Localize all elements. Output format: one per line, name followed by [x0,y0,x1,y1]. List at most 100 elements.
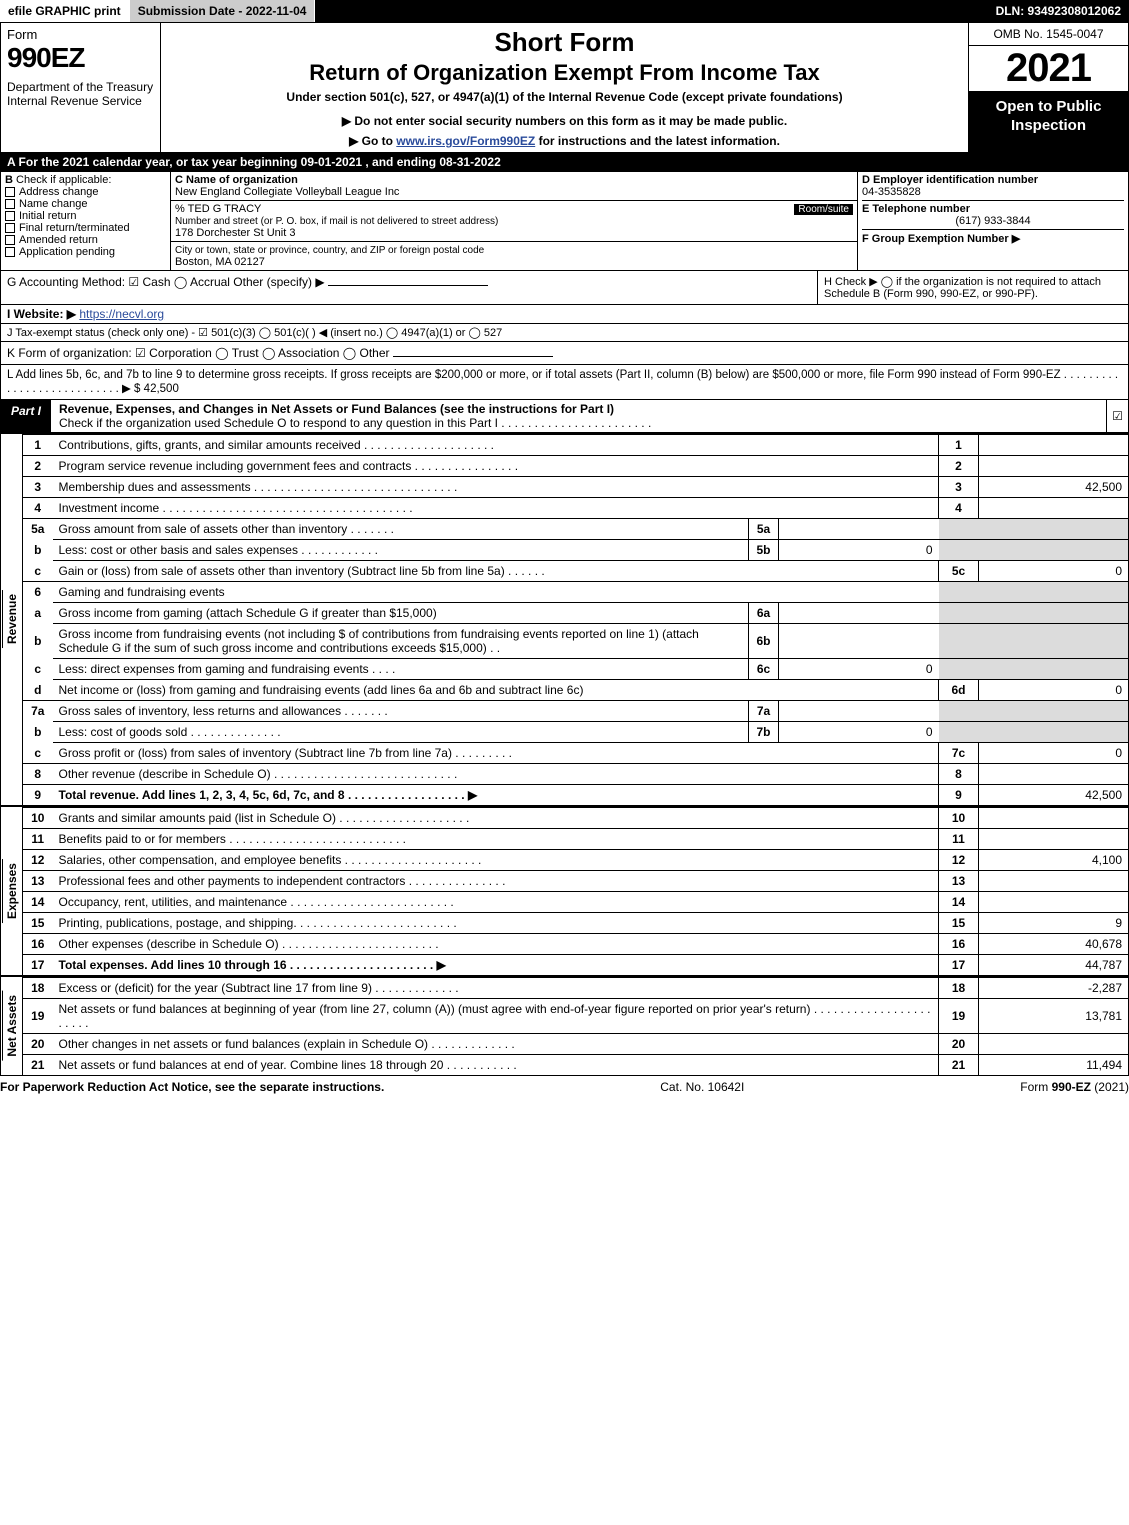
line-7c-code: 7c [939,743,979,764]
line-2-amt [979,456,1129,477]
row-i: I Website: ▶ https://necvl.org [0,305,1129,324]
line-18-amt: -2,287 [979,978,1129,999]
tel-value: (617) 933-3844 [862,215,1124,227]
line-1-num: 1 [23,435,53,456]
line-21-num: 21 [23,1055,53,1076]
b-label: B [5,174,13,186]
form-header: Form 990EZ Department of the Treasury In… [0,22,1129,153]
line-6-desc: Gaming and fundraising events [53,582,939,603]
checkbox-final-return[interactable] [5,223,15,233]
line-14-desc: Occupancy, rent, utilities, and maintena… [53,892,939,913]
line-12-amt: 4,100 [979,850,1129,871]
line-13-num: 13 [23,871,53,892]
footer-left: For Paperwork Reduction Act Notice, see … [0,1080,384,1094]
goto-link[interactable]: www.irs.gov/Form990EZ [396,134,535,148]
line-8-amt [979,764,1129,785]
line-13-code: 13 [939,871,979,892]
line-6b-num: b [23,624,53,659]
other-specify-line[interactable] [328,285,488,286]
footer-right: Form 990-EZ (2021) [1020,1080,1129,1094]
line-7b-desc: Less: cost of goods sold . . . . . . . .… [53,722,749,743]
line-9-num: 9 [23,785,53,806]
topbar-spacer [315,0,987,22]
line-16-amt: 40,678 [979,934,1129,955]
line-6c-box: 6c [749,659,779,680]
line-6a-desc: Gross income from gaming (attach Schedul… [53,603,749,624]
row-gh: G Accounting Method: ☑ Cash ◯ Accrual Ot… [0,271,1129,305]
netassets-table: 18Excess or (deficit) for the year (Subt… [22,977,1129,1076]
tax-year: 2021 [969,46,1128,92]
j-tax-exempt: J Tax-exempt status (check only one) - ☑… [7,327,502,339]
line-7c-amt: 0 [979,743,1129,764]
line-17-num: 17 [23,955,53,976]
line-4-code: 4 [939,498,979,519]
g-accounting-method: G Accounting Method: ☑ Cash ◯ Accrual Ot… [7,275,328,289]
line-1-amt [979,435,1129,456]
part-1-check[interactable]: ☑ [1106,400,1128,432]
checkbox-application-pending[interactable] [5,247,15,257]
line-2-code: 2 [939,456,979,477]
revenue-section: Revenue 1Contributions, gifts, grants, a… [0,433,1129,806]
line-11-code: 11 [939,829,979,850]
checkbox-name-change[interactable] [5,199,15,209]
goto-prefix: ▶ Go to [349,134,396,148]
line-5c-amt: 0 [979,561,1129,582]
department-label: Department of the Treasury Internal Reve… [7,80,154,108]
line-15-desc: Printing, publications, postage, and shi… [53,913,939,934]
line-5a-desc: Gross amount from sale of assets other t… [53,519,749,540]
netassets-vlabel: Net Assets [2,991,21,1061]
line-7a-desc: Gross sales of inventory, less returns a… [53,701,749,722]
line-6a-num: a [23,603,53,624]
i-label: I Website: ▶ [7,307,76,321]
checkbox-address-change[interactable] [5,187,15,197]
opt-application-pending: Application pending [19,246,115,258]
d-label: D Employer identification number [862,174,1038,186]
website-link[interactable]: https://necvl.org [79,307,164,321]
line-10-code: 10 [939,808,979,829]
checkbox-initial-return[interactable] [5,211,15,221]
checkbox-amended-return[interactable] [5,235,15,245]
line-5a-box: 5a [749,519,779,540]
line-18-desc: Excess or (deficit) for the year (Subtra… [53,978,939,999]
line-6a-boxval [779,603,939,624]
line-21-code: 21 [939,1055,979,1076]
line-7b-box: 7b [749,722,779,743]
opt-amended-return: Amended return [19,234,98,246]
line-5b-desc: Less: cost or other basis and sales expe… [53,540,749,561]
room-suite-label: Room/suite [794,204,853,215]
line-3-amt: 42,500 [979,477,1129,498]
submission-date: Submission Date - 2022-11-04 [130,0,316,22]
ein-value: 04-3535828 [862,186,921,198]
line-6c-boxval: 0 [779,659,939,680]
omb-number: OMB No. 1545-0047 [969,23,1128,46]
other-org-line[interactable] [393,356,553,357]
line-7c-desc: Gross profit or (loss) from sales of inv… [53,743,939,764]
line-17-code: 17 [939,955,979,976]
line-17-desc: Total expenses. Add lines 10 through 16 … [59,958,446,972]
part-1-header: Part I Revenue, Expenses, and Changes in… [0,400,1129,433]
line-19-num: 19 [23,999,53,1034]
line-6d-num: d [23,680,53,701]
line-16-desc: Other expenses (describe in Schedule O) … [53,934,939,955]
line-5a-num: 5a [23,519,53,540]
line-6b-desc: Gross income from fundraising events (no… [53,624,749,659]
c-label: C Name of organization [175,174,298,186]
f-label: F Group Exemption Number ▶ [862,233,1020,245]
row-k: K Form of organization: ☑ Corporation ◯ … [0,342,1129,365]
line-6b-boxval [779,624,939,659]
line-8-code: 8 [939,764,979,785]
line-6d-amt: 0 [979,680,1129,701]
revenue-vlabel: Revenue [2,590,21,648]
line-7a-box: 7a [749,701,779,722]
line-14-code: 14 [939,892,979,913]
line-5a-boxval [779,519,939,540]
dln-label: DLN: 93492308012062 [988,0,1129,22]
footer-middle: Cat. No. 10642I [660,1080,744,1094]
return-title: Return of Organization Exempt From Incom… [167,60,962,86]
line-7c-num: c [23,743,53,764]
line-6-num: 6 [23,582,53,603]
careof: % TED G TRACY [175,203,261,215]
line-9-desc: Total revenue. Add lines 1, 2, 3, 4, 5c,… [59,788,478,802]
header-right: OMB No. 1545-0047 2021 Open to Public In… [968,23,1128,152]
line-4-num: 4 [23,498,53,519]
